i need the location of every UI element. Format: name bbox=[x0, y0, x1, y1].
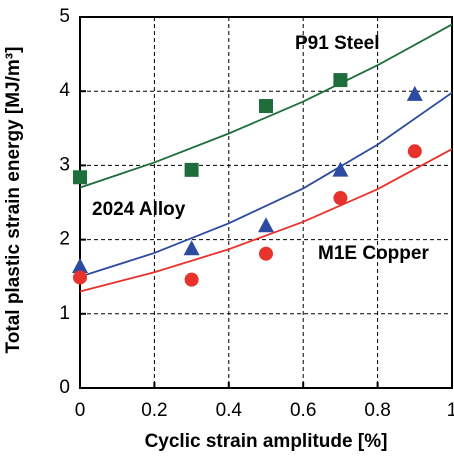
y-tick-label: 3 bbox=[59, 154, 70, 175]
fit-line bbox=[79, 91, 453, 278]
marker bbox=[73, 170, 87, 185]
x-tick-label: 0.4 bbox=[216, 400, 243, 421]
marker bbox=[184, 162, 199, 177]
y-tick-label: 5 bbox=[59, 6, 70, 27]
y-axis-label: Total plastic strain energy [MJ/m³] bbox=[3, 47, 24, 354]
x-tick-label: 0 bbox=[75, 400, 86, 421]
y-tick-label: 1 bbox=[59, 303, 70, 324]
y-tick-label: 0 bbox=[59, 377, 70, 398]
marker bbox=[407, 144, 422, 159]
marker bbox=[183, 240, 200, 256]
series-label: M1E Copper bbox=[318, 243, 429, 264]
marker bbox=[258, 217, 274, 233]
x-tick-label: 0.2 bbox=[141, 400, 167, 421]
y-tick-label: 4 bbox=[59, 80, 70, 101]
marker bbox=[73, 270, 87, 285]
fit-line bbox=[79, 148, 453, 293]
x-tick-label: 0.6 bbox=[290, 400, 316, 421]
y-tick-label: 2 bbox=[59, 229, 70, 250]
x-tick-label: 1 bbox=[447, 400, 454, 421]
marker bbox=[72, 258, 88, 274]
x-tick-label: 0.8 bbox=[364, 400, 390, 421]
marker bbox=[259, 99, 273, 114]
marker bbox=[406, 85, 423, 101]
marker bbox=[259, 246, 273, 261]
marker bbox=[333, 73, 348, 88]
plot-frame bbox=[79, 16, 453, 389]
marker bbox=[332, 161, 349, 177]
series-label: P91 Steel bbox=[295, 33, 380, 54]
marker bbox=[333, 191, 348, 206]
marker bbox=[184, 272, 199, 287]
series-label: 2024 Alloy bbox=[92, 199, 186, 220]
x-axis-label: Cyclic strain amplitude [%] bbox=[145, 431, 388, 452]
fit-line bbox=[79, 23, 453, 189]
